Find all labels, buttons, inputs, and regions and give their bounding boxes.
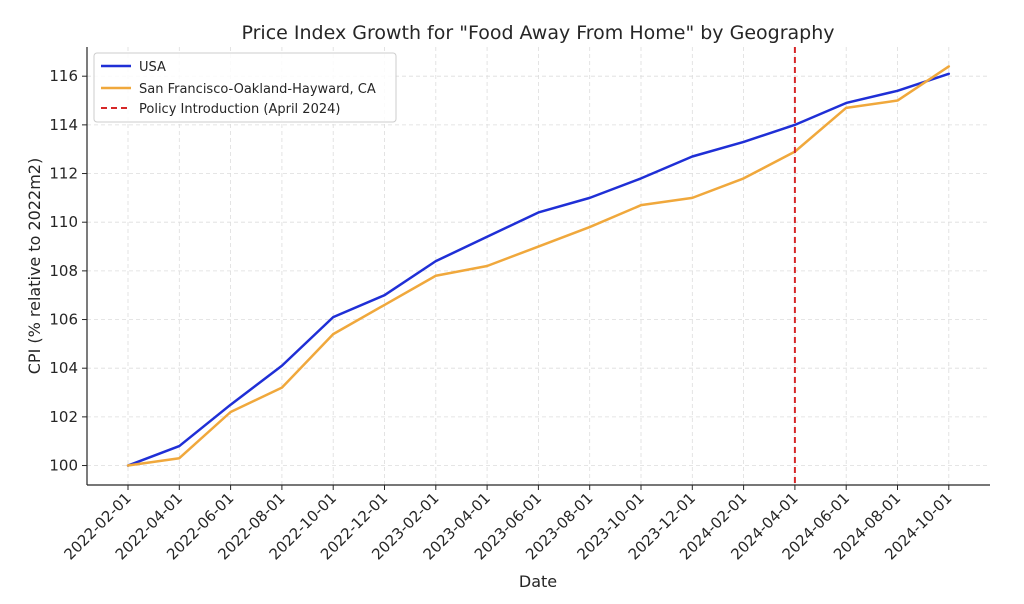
y-tick-label: 112 xyxy=(49,165,78,183)
legend-label-usa: USA xyxy=(139,60,166,75)
legend-frame xyxy=(93,52,397,123)
y-tick-label: 110 xyxy=(49,213,78,231)
y-tick-label: 104 xyxy=(49,359,78,377)
series-layer xyxy=(126,47,951,485)
y-tick-label: 106 xyxy=(49,311,78,329)
legend-label-sf: San Francisco-Oakland-Hayward, CA xyxy=(139,82,376,97)
ticks: 2022-02-012022-04-012022-06-012022-08-01… xyxy=(49,67,955,563)
legend: USA San Francisco-Oakland-Hayward, CA Po… xyxy=(93,52,397,123)
y-tick-label: 108 xyxy=(49,262,78,280)
y-tick-label: 100 xyxy=(49,457,78,475)
series-line-usa xyxy=(126,72,951,467)
y-tick-label: 114 xyxy=(49,116,78,134)
chart-title: Price Index Growth for "Food Away From H… xyxy=(242,22,835,44)
y-axis-title: CPI (% relative to 2022m2) xyxy=(25,158,44,374)
series-line-sf xyxy=(126,65,951,467)
y-tick-label: 116 xyxy=(49,67,78,85)
legend-label-policy: Policy Introduction (April 2024) xyxy=(139,102,340,117)
x-axis-title: Date xyxy=(519,572,557,591)
y-tick-label: 102 xyxy=(49,408,78,426)
